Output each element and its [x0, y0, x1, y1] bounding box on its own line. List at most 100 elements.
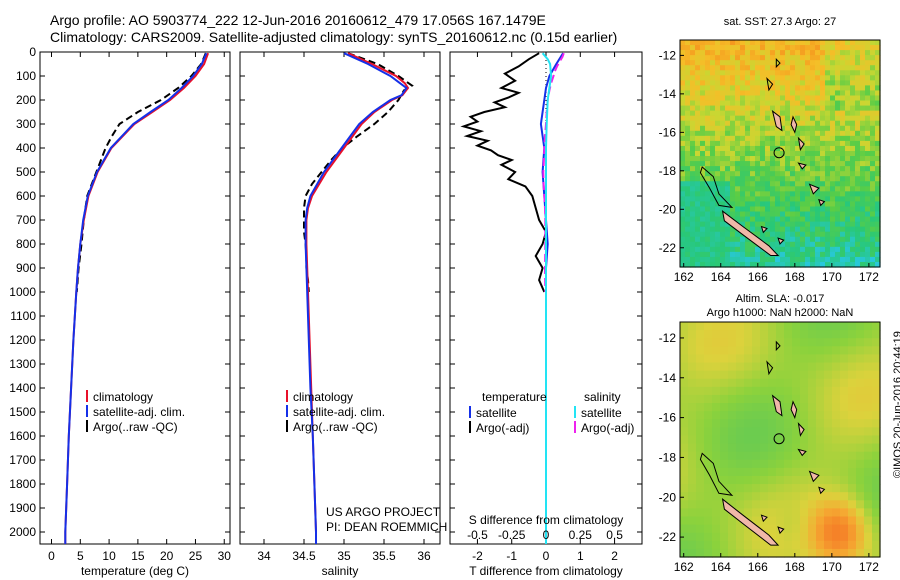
heatmap-cell [680, 386, 689, 396]
heatmap-cell [680, 231, 686, 238]
heatmap-cell [832, 354, 841, 364]
heatmap-cell [830, 181, 836, 187]
heatmap-cell [865, 145, 871, 152]
heatmap-cell [685, 105, 691, 112]
heatmap-cell [728, 330, 737, 339]
heatmap-cell [680, 80, 686, 86]
heatmap-cell [785, 246, 791, 253]
heatmap-cell [760, 231, 766, 238]
heatmap-cell [765, 55, 771, 61]
heatmap-cell [696, 338, 705, 347]
heatmap-cell [720, 120, 726, 127]
heatmap-cell [745, 45, 751, 51]
heatmap-cell [770, 256, 776, 263]
heatmap-cell [870, 80, 876, 86]
heatmap-cell [795, 211, 801, 218]
heatmap-cell [795, 110, 801, 117]
heatmap-cell [816, 346, 825, 356]
heatmap-cell [785, 166, 791, 172]
map-frame [679, 321, 881, 558]
heatmap-cell [735, 186, 741, 192]
heatmap-cell [728, 500, 737, 509]
heatmap-cell [745, 125, 751, 132]
map-x-tick-label: 162 [674, 270, 694, 284]
heatmap-cell [710, 161, 716, 167]
heatmap-cell [690, 231, 696, 238]
heatmap-cell [735, 261, 741, 268]
heatmap-cell [835, 156, 841, 162]
heatmap-cell [805, 221, 811, 228]
heatmap-cell [690, 246, 696, 253]
heatmap-cell [736, 492, 745, 501]
heatmap-cell [775, 201, 781, 208]
heatmap-cell [730, 55, 736, 61]
heatmap-cell [825, 161, 831, 167]
heatmap-cell [850, 95, 856, 102]
heatmap-cell [850, 166, 856, 172]
heatmap-cell [820, 40, 826, 46]
heatmap-cell [865, 166, 871, 172]
heatmap-cell [840, 378, 849, 388]
heatmap-cell [700, 181, 706, 187]
heatmap-cell [770, 201, 776, 208]
heatmap-cell [784, 419, 793, 428]
heatmap-cell [785, 120, 791, 127]
heatmap-cell [715, 65, 721, 71]
heatmap-cell [830, 95, 836, 102]
heatmap-cell [700, 75, 706, 81]
heatmap-cell [790, 231, 796, 238]
heatmap-cell [720, 322, 729, 331]
heatmap-cell [700, 171, 706, 177]
heatmap-cell [745, 216, 751, 223]
heatmap-cell [725, 65, 731, 71]
heatmap-cell [795, 150, 801, 157]
heatmap-cell [750, 221, 756, 228]
heatmap-cell [740, 156, 746, 162]
heatmap-cell [805, 256, 811, 263]
heatmap-cell [875, 226, 881, 233]
heatmap-cell [696, 411, 705, 420]
heatmap-cell [810, 161, 816, 167]
heatmap-cell [805, 55, 811, 61]
heatmap-cell [830, 40, 836, 46]
heatmap-cell [700, 161, 706, 167]
heatmap-cell [780, 115, 786, 122]
heatmap-cell [696, 475, 705, 485]
heatmap-cell [840, 156, 846, 162]
heatmap-cell [840, 145, 846, 152]
heatmap-cell [848, 492, 857, 501]
heatmap-cell [810, 130, 816, 137]
heatmap-cell [745, 75, 751, 81]
heatmap-cell [832, 443, 841, 453]
heatmap-cell [690, 201, 696, 208]
heatmap-cell [825, 40, 831, 46]
heatmap-cell [872, 370, 881, 380]
heatmap-cell [775, 110, 781, 117]
heatmap-cell [728, 475, 737, 485]
heatmap-cell [855, 186, 861, 192]
heatmap-cell [690, 80, 696, 86]
heatmap-cell [780, 150, 786, 157]
heatmap-cell [760, 145, 766, 152]
heatmap-cell [870, 231, 876, 238]
heatmap-cell [725, 135, 731, 142]
heatmap-cell [790, 256, 796, 263]
heatmap-cell [704, 338, 713, 347]
heatmap-cell [870, 100, 876, 107]
heatmap-cell [820, 161, 826, 167]
heatmap-cell [780, 256, 786, 263]
heatmap-cell [815, 231, 821, 238]
heatmap-cell [835, 80, 841, 86]
heatmap-cell [820, 65, 826, 71]
heatmap-cell [715, 176, 721, 182]
heatmap-cell [780, 50, 786, 56]
heatmap-cell [744, 419, 753, 428]
heatmap-cell [830, 241, 836, 248]
heatmap-cell [695, 191, 701, 197]
heatmap-cell [845, 70, 851, 76]
heatmap-cell [795, 246, 801, 253]
heatmap-cell [745, 100, 751, 107]
figure-subtitle: Climatology: CARS2009. Satellite-adjuste… [50, 29, 618, 45]
heatmap-cell [760, 176, 766, 182]
heatmap-cell [800, 231, 806, 238]
